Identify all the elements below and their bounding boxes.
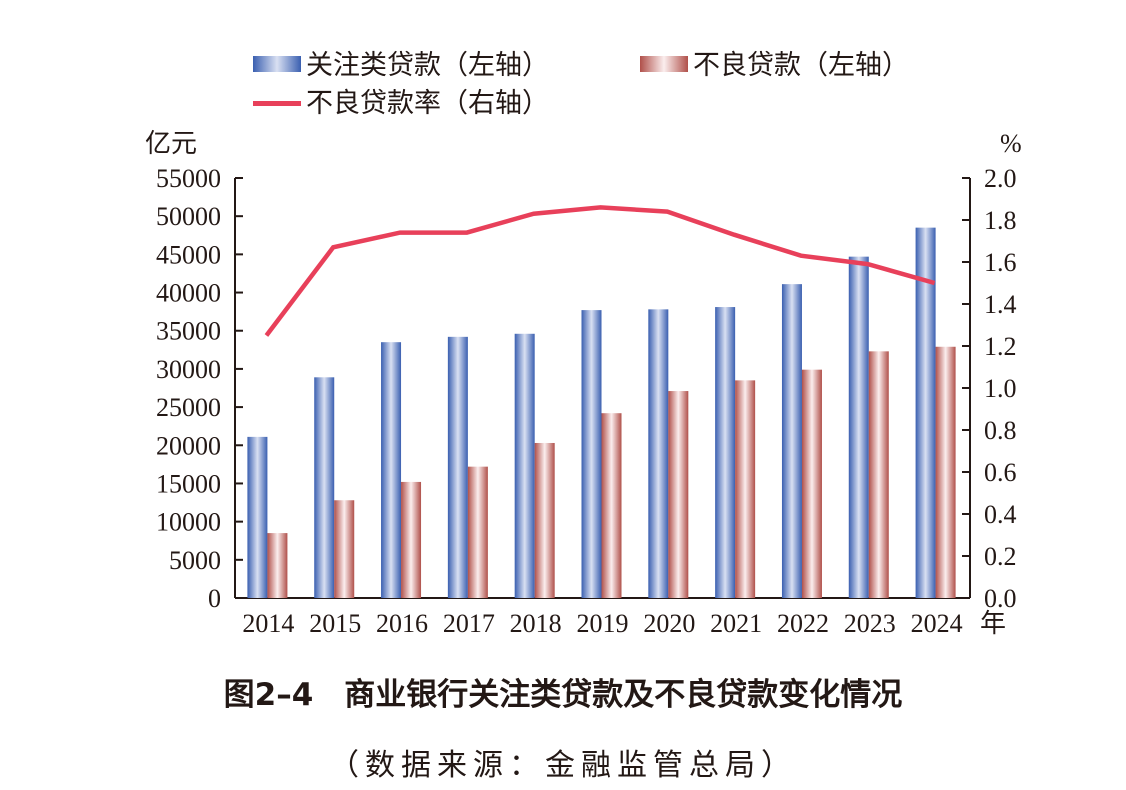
x-tick-label: 2016: [376, 609, 428, 638]
left-tick-label: 20000: [156, 431, 221, 460]
figure-source: （数据来源：金融监管总局）: [329, 749, 797, 782]
x-tick-label: 2017: [443, 609, 495, 638]
right-tick-label: 1.0: [984, 374, 1017, 403]
left-tick-label: 35000: [156, 317, 221, 346]
right-axis-label: %: [1000, 129, 1022, 158]
bar-special-mention-2019: [581, 310, 602, 598]
bar-special-mention-2018: [514, 333, 535, 598]
bar-nonperforming-2018: [534, 442, 555, 598]
legend-swatch-line: [253, 101, 301, 106]
right-tick-label: 0.8: [984, 416, 1017, 445]
bar-special-mention-2017: [447, 336, 468, 598]
bar-special-mention-2015: [314, 377, 335, 598]
right-tick-label: 1.2: [984, 332, 1017, 361]
x-tick-label: 2020: [643, 609, 695, 638]
left-tick-label: 0: [208, 584, 221, 613]
x-tick-label: 2019: [577, 609, 629, 638]
figure-caption: 图2–4 商业银行关注类贷款及不良贷款变化情况: [224, 677, 903, 713]
bar-special-mention-2021: [715, 307, 736, 598]
left-tick-label: 50000: [156, 202, 221, 231]
bar-special-mention-2024: [915, 227, 936, 599]
right-tick-label: 2.0: [984, 164, 1017, 193]
bar-nonperforming-2016: [401, 481, 422, 598]
bar-special-mention-2023: [848, 256, 869, 598]
bar-nonperforming-2023: [868, 351, 889, 598]
bar-nonperforming-2022: [801, 369, 822, 598]
right-tick-label: 1.8: [984, 206, 1017, 235]
right-tick-label: 1.4: [984, 290, 1017, 319]
bar-nonperforming-2020: [668, 391, 689, 598]
bar-special-mention-2022: [781, 284, 802, 598]
left-tick-label: 10000: [156, 508, 221, 537]
left-tick-label: 55000: [156, 164, 221, 193]
x-tick-label: 2018: [510, 609, 562, 638]
legend-swatch-red: [640, 56, 688, 72]
legend-label-1: 不良贷款（左轴）: [693, 50, 909, 80]
legend-label-2: 不良贷款率（右轴）: [306, 88, 549, 118]
right-tick-label: 1.6: [984, 248, 1017, 277]
x-axis-unit: 年: [980, 609, 1006, 638]
x-tick-label: 2015: [309, 609, 361, 638]
bar-special-mention-2016: [381, 342, 402, 598]
bar-special-mention-2020: [648, 309, 669, 598]
x-tick-label: 2023: [844, 609, 896, 638]
legend-label-0: 关注类贷款（左轴）: [306, 50, 549, 80]
x-tick-label: 2014: [242, 609, 294, 638]
right-tick-label: 0.0: [984, 584, 1017, 613]
bar-nonperforming-2024: [935, 346, 956, 598]
x-tick-label: 2022: [777, 609, 829, 638]
bar-nonperforming-2015: [334, 500, 355, 598]
legend: 关注类贷款（左轴） 不良贷款（左轴） 不良贷款率（右轴）: [253, 50, 909, 118]
left-tick-label: 25000: [156, 393, 221, 422]
left-tick-label: 45000: [156, 240, 221, 269]
legend-swatch-blue: [253, 56, 301, 72]
left-tick-label: 15000: [156, 469, 221, 498]
left-axis-label: 亿元: [145, 129, 197, 158]
x-tick-label: 2021: [710, 609, 762, 638]
right-tick-label: 0.4: [984, 500, 1017, 529]
right-tick-label: 0.6: [984, 458, 1017, 487]
bar-nonperforming-2019: [601, 413, 622, 598]
left-tick-label: 30000: [156, 355, 221, 384]
bar-nonperforming-2014: [267, 533, 288, 598]
bar-nonperforming-2021: [735, 380, 756, 598]
bar-nonperforming-2017: [467, 466, 488, 598]
left-tick-label: 5000: [169, 546, 221, 575]
left-tick-label: 40000: [156, 279, 221, 308]
x-tick-label: 2024: [911, 609, 963, 638]
bar-special-mention-2014: [247, 436, 268, 598]
right-tick-label: 0.2: [984, 542, 1017, 571]
